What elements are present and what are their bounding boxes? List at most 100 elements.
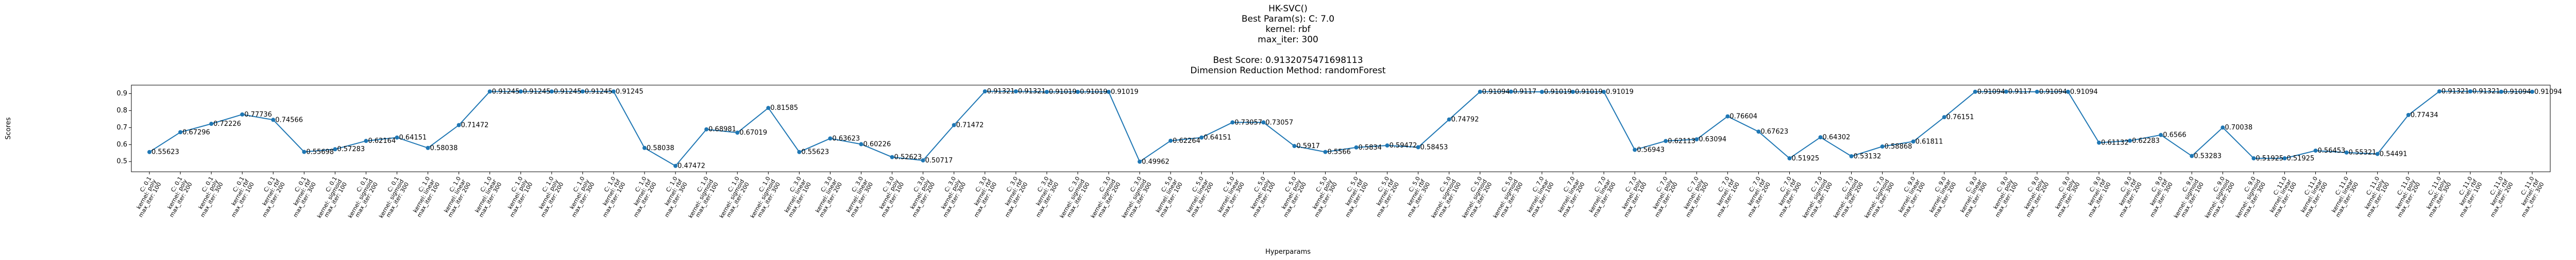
x-tick-label: C: 7.0kernel: linearmax_iter: 100 (1520, 175, 1555, 219)
data-label: 0.91245 (585, 88, 613, 95)
x-tick-label: C: 5.0kernel: polymax_iter: 300 (1303, 175, 1339, 219)
x-tick-label: C: 0.1kernel: polymax_iter: 200 (158, 175, 194, 219)
data-label: 0.91094 (2503, 88, 2531, 96)
x-tick-label: C: 0.1kernel: rbfmax_iter: 200 (251, 175, 287, 218)
x-tick-label: C: 1.0kernel: sigmoidmax_iter: 100 (682, 175, 719, 222)
x-tick-label: C: 3.0kernel: linearmax_iter: 300 (839, 175, 875, 219)
data-label: 0.55623 (801, 149, 829, 156)
x-tick-label: C: 3.0kernel: rbfmax_iter: 300 (1025, 175, 1060, 218)
data-label: 0.76151 (1946, 113, 1974, 121)
x-tick-label: C: 1.0kernel: polymax_iter: 300 (561, 175, 596, 219)
data-label: 0.73057 (1234, 119, 1262, 126)
data-label: 0.52623 (894, 154, 922, 161)
data-point (426, 145, 430, 150)
x-tick-label: C: 9.0kernel: sigmoidmax_iter: 100 (2167, 175, 2205, 222)
data-label: 0.62264 (1173, 137, 1200, 145)
data-point (2128, 138, 2132, 143)
data-label: 0.56943 (1637, 146, 1665, 154)
title-line: Best Score: 0.9132075471698113 (1213, 55, 1363, 66)
data-point (2344, 150, 2349, 155)
x-tick-label: C: 7.0kernel: rbfmax_iter: 300 (1768, 175, 1803, 218)
x-tick-label: C: 3.0kernel: sigmoidmax_iter: 300 (1115, 175, 1153, 222)
title-line: HK-SVC() (1268, 4, 1308, 14)
data-point (797, 150, 802, 154)
data-label: 0.51925 (2256, 155, 2283, 163)
data-label: 0.51925 (1791, 155, 1819, 163)
y-tick-label: 0.9 (116, 90, 127, 98)
x-tick-label: C: 9.0kernel: linearmax_iter: 200 (1922, 175, 1958, 219)
data-point (1230, 120, 1235, 125)
x-tick-label: C: 3.0kernel: sigmoidmax_iter: 100 (1054, 175, 1091, 222)
data-point (1539, 90, 1544, 94)
chart-title: HK-SVC()Best Param(s): C: 7.0kernel: rbf… (1190, 4, 1385, 76)
data-point (2437, 89, 2442, 94)
data-point (1973, 89, 1977, 94)
data-point (1292, 144, 1297, 149)
data-label: 0.91321 (987, 88, 1015, 95)
data-point (766, 106, 771, 110)
x-tick-label: C: 9.0kernel: sigmoidmax_iter: 200 (2199, 175, 2236, 222)
data-label: 0.55698 (306, 148, 334, 156)
data-label: 0.91321 (2442, 88, 2469, 95)
data-point (2066, 89, 2071, 94)
x-tick-label: C: 5.0kernel: sigmoidmax_iter: 100 (1425, 175, 1462, 222)
data-label: 0.62113 (1668, 137, 1696, 145)
data-point (1664, 139, 1668, 143)
x-tick-label: C: 11.0kernel: linearmax_iter: 200 (2294, 175, 2329, 219)
x-tick-label: C: 9.0kernel: polymax_iter: 300 (2046, 175, 2081, 219)
data-label: 0.91019 (1544, 88, 1572, 96)
data-label: 0.73057 (1265, 119, 1293, 126)
data-label: 0.9117 (2008, 88, 2032, 96)
data-label: 0.47472 (677, 163, 705, 170)
data-label: 0.68981 (708, 126, 736, 134)
x-tick-label: C: 7.0kernel: polymax_iter: 100 (1613, 175, 1648, 219)
data-label: 0.62283 (2132, 137, 2160, 145)
x-tick-label: C: 1.0kernel: rbfmax_iter: 200 (622, 175, 658, 218)
data-label: 0.91019 (1049, 88, 1077, 96)
data-label: 0.91094 (2070, 88, 2098, 96)
data-point (2251, 156, 2256, 160)
data-point (2035, 89, 2039, 94)
x-tick-label: C: 0.1kernel: sigmoidmax_iter: 200 (342, 175, 379, 222)
data-label: 0.50717 (925, 157, 953, 165)
data-label: 0.5917 (1296, 142, 1320, 150)
data-point (1633, 148, 1637, 152)
data-label: 0.49962 (1142, 158, 1170, 166)
data-label: 0.91019 (1606, 88, 1634, 96)
data-point (2313, 148, 2318, 153)
x-tick-label: C: 3.0kernel: sigmoidmax_iter: 200 (1084, 175, 1122, 222)
x-tick-label: C: 1.0kernel: linearmax_iter: 300 (468, 175, 503, 219)
x-tick-label: C: 0.1kernel: polymax_iter: 300 (189, 175, 225, 219)
data-label: 0.91321 (2472, 88, 2500, 95)
data-point (828, 136, 833, 141)
data-point (2190, 154, 2194, 158)
data-point (1416, 145, 1420, 150)
data-label: 0.57283 (337, 145, 365, 153)
data-label: 0.62164 (368, 137, 396, 145)
data-point (364, 139, 368, 143)
plot-area (131, 85, 2551, 172)
x-tick-label: C: 0.1kernel: sigmoidmax_iter: 100 (311, 175, 348, 222)
x-tick-label: C: 7.0kernel: polymax_iter: 200 (1643, 175, 1679, 219)
y-tick-label: 0.5 (116, 158, 127, 166)
data-point (549, 89, 554, 94)
data-point (1509, 89, 1513, 94)
data-point (147, 150, 151, 154)
data-label: 0.91019 (1080, 88, 1108, 96)
data-point (240, 112, 245, 117)
data-point (1942, 115, 1946, 120)
x-tick-label: C: 11.0kernel: linearmax_iter: 100 (2263, 175, 2298, 219)
data-point (1385, 143, 1389, 148)
x-tick-label: C: 9.0kernel: rbfmax_iter: 200 (2108, 175, 2143, 218)
data-point (952, 123, 956, 127)
x-tick-label: C: 9.0kernel: rbfmax_iter: 300 (2139, 175, 2174, 218)
x-tick-label: C: 0.1kernel: rbfmax_iter: 300 (282, 175, 318, 218)
x-axis-label: Hyperparams (1265, 248, 1311, 256)
x-tick-label: C: 9.0kernel: linearmax_iter: 300 (1953, 175, 1989, 219)
x-tick-label: C: 0.1kernel: rbfmax_iter: 100 (220, 175, 256, 218)
data-label: 0.91019 (1111, 88, 1139, 96)
x-tick-label: C: 1.0kernel: sigmoidmax_iter: 300 (744, 175, 781, 222)
data-point (1570, 90, 1575, 94)
data-point (2097, 140, 2102, 145)
